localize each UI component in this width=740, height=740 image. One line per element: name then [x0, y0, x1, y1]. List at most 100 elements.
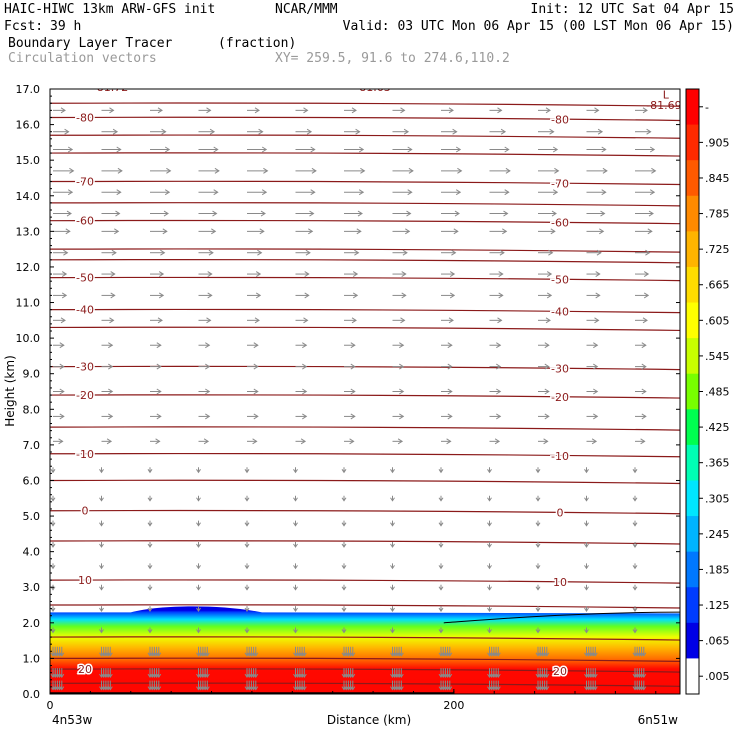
wind-vector-head	[407, 189, 413, 196]
wind-vector-head	[645, 249, 651, 256]
wind-vector-head	[496, 363, 502, 370]
wind-vector-head	[358, 189, 365, 196]
colorbar-label: .665	[705, 279, 730, 292]
wind-vector-head	[438, 497, 444, 502]
wind-vector-head	[390, 522, 395, 527]
wind-vector-head	[99, 497, 104, 502]
wind-vector-head	[438, 607, 444, 612]
colorbar-label: .845	[705, 172, 730, 185]
contour-label: -80	[551, 113, 569, 126]
contour-annotation: -81.72	[93, 81, 128, 94]
contour-line	[50, 276, 680, 282]
wind-vector-head	[593, 413, 599, 420]
wind-vector-head	[649, 146, 656, 153]
wind-vector-head	[160, 249, 166, 256]
tracer-edge-contour	[443, 611, 680, 624]
wind-vector-head	[352, 271, 359, 277]
wind-vector-head	[355, 128, 361, 135]
y-tick-label: 10.0	[16, 332, 41, 345]
wind-vector-head	[641, 342, 647, 349]
y-tick-label: 1.0	[23, 652, 41, 665]
wind-vector-head	[400, 107, 406, 114]
contour-line	[50, 134, 680, 139]
colorbar-label: .185	[705, 563, 730, 576]
xy-range: XY= 259.5, 91.6 to 274.6,110.2	[275, 51, 510, 66]
wind-vector-head	[293, 522, 298, 527]
wind-vector-head	[301, 673, 307, 679]
y-tick-label: 2.0	[23, 617, 41, 630]
wind-vector-head	[301, 686, 307, 691]
wind-vector-head	[651, 167, 657, 174]
wind-vector-head	[261, 189, 268, 196]
wind-vector-head	[156, 652, 162, 657]
wind-vector-head	[67, 146, 74, 153]
wind-vector-head	[548, 249, 554, 256]
wind-vector-head	[543, 438, 549, 445]
colorbar-cell	[686, 89, 699, 126]
colorbar-label: .605	[705, 314, 730, 327]
wind-vector-head	[398, 673, 404, 679]
wind-vector-head	[401, 292, 407, 299]
x-axis-label: Distance (km)	[327, 713, 411, 727]
wind-vector-head	[99, 586, 104, 591]
wind-vector-head	[204, 652, 210, 657]
wind-vector-head	[60, 107, 66, 114]
wind-vector-head	[447, 673, 453, 679]
wind-vector-head	[641, 686, 647, 691]
wind-vector-head	[640, 438, 646, 445]
wind-vector-head	[61, 292, 68, 299]
contour-line	[50, 219, 680, 225]
contour-line	[50, 102, 680, 107]
wind-vector-head	[584, 629, 589, 634]
wind-vector-head	[147, 607, 153, 612]
wind-vector-head	[257, 249, 263, 256]
field-name: Boundary Layer Tracer	[8, 36, 173, 51]
wind-vector-head	[632, 607, 638, 612]
wind-vector-head	[99, 565, 104, 570]
wind-vector-head	[117, 167, 123, 174]
wind-vector-head	[60, 317, 66, 324]
x-end-label: 6n51w	[638, 713, 679, 727]
temperature-contours: 20 20 10 10 0 0 -10 -10 -20 -20 -30 -30 -40 -40 -50 -50…	[50, 81, 680, 687]
contour-label: -30	[551, 363, 569, 376]
wind-vector-head	[390, 607, 395, 612]
wind-vector-head	[196, 497, 201, 502]
wind-vector-head	[487, 469, 492, 474]
wind-vector-head	[59, 686, 65, 691]
y-tick-label: 13.0	[16, 225, 41, 238]
wind-vector-head	[116, 146, 122, 153]
wind-vector-head	[147, 497, 153, 502]
wind-vector-head	[108, 363, 114, 370]
contour-line	[50, 308, 680, 314]
contour-line	[50, 509, 680, 515]
wind-vector-head	[59, 388, 65, 395]
colorbar-cell	[686, 409, 699, 446]
wind-vector-head	[162, 228, 168, 235]
wind-vector-head	[545, 107, 551, 114]
wind-vector-head	[487, 629, 492, 634]
colorbar-label: -	[705, 101, 709, 114]
contour-label: 20	[78, 663, 92, 676]
wind-vector-head	[164, 189, 171, 196]
wind-vector-head	[69, 167, 75, 174]
wind-vector-head	[341, 607, 347, 612]
wind-vector-head	[66, 210, 72, 217]
wind-vector-head	[341, 565, 347, 570]
wind-vector-head	[196, 629, 201, 634]
y-tick-label: 6.0	[23, 474, 41, 487]
wind-vector-head	[546, 271, 553, 277]
wind-vector-head	[303, 317, 309, 324]
wind-vector-head	[601, 189, 607, 196]
wind-vector-head	[350, 413, 356, 420]
wind-vector-head	[495, 686, 501, 691]
wind-vector-head	[64, 128, 70, 135]
wind-vector-head	[643, 271, 650, 277]
colorbar-cell	[686, 302, 699, 339]
contour-line	[50, 326, 680, 332]
colorbar-label: .905	[705, 136, 730, 149]
wind-vector-head	[397, 438, 404, 445]
wind-vector-head	[496, 413, 502, 420]
field-units: (fraction)	[218, 36, 297, 51]
wind-vector-head	[447, 413, 453, 420]
